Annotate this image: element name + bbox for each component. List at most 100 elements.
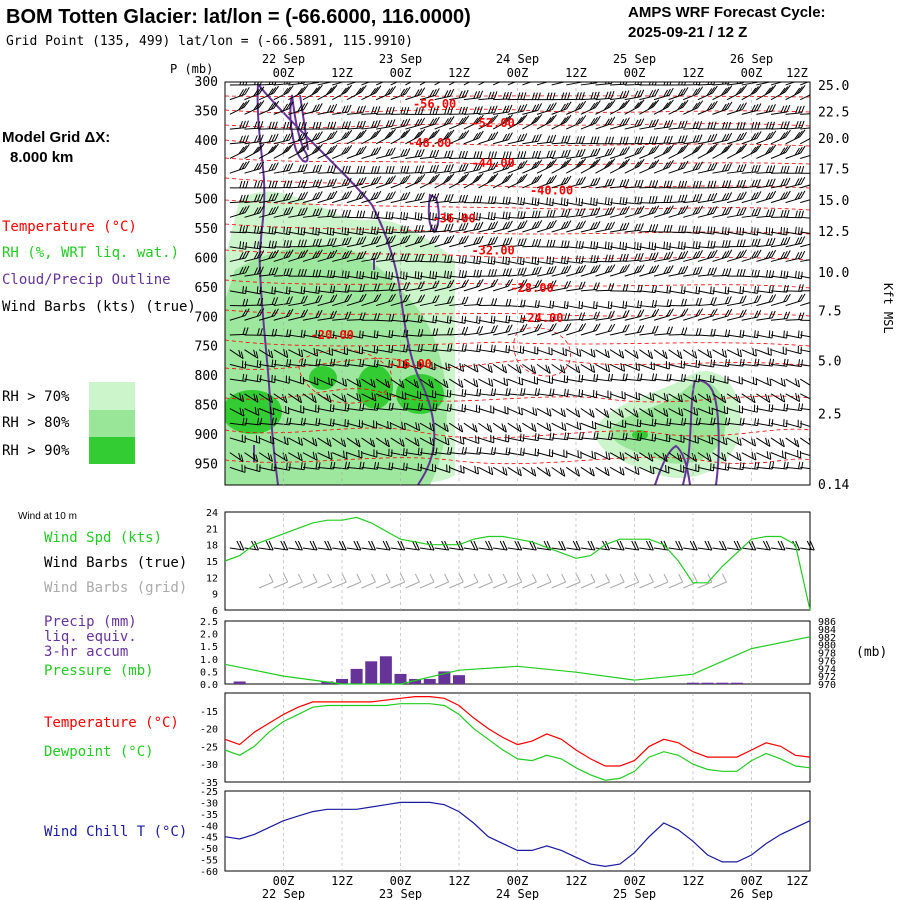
wind-barb — [346, 210, 366, 219]
wind-barb — [317, 130, 338, 145]
wind-barb — [756, 190, 777, 204]
wind-barb — [507, 345, 525, 354]
wind-barb — [361, 283, 381, 292]
wind-barb — [302, 249, 323, 262]
wind-barb — [376, 106, 395, 115]
height-tick: 22.5 — [818, 106, 849, 121]
date-label: 24 Sep — [496, 52, 539, 66]
wind-barb — [405, 128, 426, 145]
wind-barb — [580, 466, 595, 477]
precip-bar — [350, 668, 363, 684]
wind-barb — [259, 162, 279, 174]
wind-barb — [770, 403, 789, 412]
wind-barb — [493, 104, 513, 115]
wind-barb — [419, 254, 439, 263]
surface-barb — [288, 540, 303, 551]
wind-barb — [493, 268, 512, 277]
isotherm-label: -16.00 — [389, 357, 432, 371]
wind-barb — [331, 437, 347, 448]
wind-barb — [609, 146, 630, 159]
wind-barb — [727, 239, 746, 248]
wind-barb — [332, 377, 348, 387]
wind-barb — [390, 253, 410, 262]
wind-barb — [683, 286, 701, 295]
precip-bar — [701, 682, 714, 684]
wind-barb — [302, 418, 321, 427]
wind-barb — [522, 114, 543, 130]
wind-barb — [244, 100, 265, 115]
wind-barb — [580, 301, 598, 310]
wind-barb — [258, 308, 279, 321]
wind-barb — [390, 391, 407, 400]
y-tick: 978 — [818, 649, 836, 660]
legend-wind-barbs: Wind Barbs (kts) (true) — [2, 299, 196, 315]
wind-barb — [346, 190, 367, 204]
wind-barb — [712, 101, 733, 115]
wind-chill-panel: Wind Chill T (°C) -60-55-50-45-40-35-30-… — [44, 787, 811, 900]
wind-barb — [800, 302, 810, 307]
wind-barb — [727, 269, 746, 277]
wind-barb — [639, 159, 660, 174]
wind-barb — [770, 377, 786, 387]
pressure-tick: 350 — [195, 104, 218, 119]
wind-barb — [536, 197, 554, 207]
wind-barb — [639, 325, 659, 336]
wind-barb — [317, 404, 335, 413]
y-tick: 984 — [818, 625, 836, 636]
surface-barb — [668, 540, 684, 551]
wind-barb — [639, 418, 657, 427]
wind-barb — [346, 120, 366, 130]
wind-barb — [390, 107, 410, 115]
wind-barb — [653, 285, 672, 294]
wind-barb — [346, 270, 365, 280]
wind-barb — [653, 418, 672, 427]
wind-barb — [390, 174, 411, 189]
wind-barb — [682, 349, 698, 359]
wind-barb — [346, 437, 361, 448]
wind-barb — [770, 437, 785, 448]
wind-barb — [609, 117, 630, 130]
wind-barb — [756, 393, 771, 403]
wind-barb — [463, 221, 484, 233]
wind-barb — [785, 129, 806, 145]
wind-barb — [376, 119, 396, 130]
wind-barb — [229, 349, 244, 360]
y-tick: -20 — [200, 725, 218, 736]
wind-barb — [785, 312, 805, 321]
wind-barb — [536, 265, 557, 277]
wind-barb — [551, 408, 566, 418]
wind-barb — [639, 349, 654, 360]
surface-barb-grid — [288, 573, 303, 589]
wind-barb — [756, 165, 776, 174]
wind-speed-line — [224, 516, 811, 611]
wind-barb — [419, 116, 440, 130]
legend-temperature: Temperature (°C) — [2, 219, 137, 235]
temperature-panel: Temperature (°C) Dewpoint (°C) -35 -30 -25… — [44, 692, 811, 789]
y-tick: 12 — [206, 573, 218, 584]
pressure-tick: 550 — [195, 222, 218, 237]
wind-barb — [697, 406, 714, 416]
wind-barb — [434, 107, 454, 115]
wind-barb — [551, 158, 572, 174]
wind-barb — [507, 376, 524, 386]
surface-barb — [302, 540, 318, 551]
wind-barb — [697, 82, 716, 86]
wind-barb — [317, 226, 335, 236]
wind-barb — [493, 91, 512, 101]
wind-barb — [463, 279, 484, 292]
wind-barb — [770, 104, 791, 115]
wind-barb — [770, 82, 784, 86]
wind-barb — [463, 195, 483, 204]
wind-barb — [785, 226, 803, 236]
time-tick: 00Z — [624, 66, 646, 80]
surface-barbs-true — [229, 540, 815, 551]
wind-barb — [770, 419, 788, 428]
wind-barb — [741, 285, 759, 294]
wind-barb — [653, 195, 673, 204]
wind-barb — [551, 422, 567, 431]
wind-barb — [390, 448, 408, 457]
wind-barb — [799, 437, 810, 446]
time-tick: 12Z — [331, 66, 353, 80]
pressure-tick: 950 — [195, 457, 218, 472]
wind-barb — [361, 378, 376, 388]
